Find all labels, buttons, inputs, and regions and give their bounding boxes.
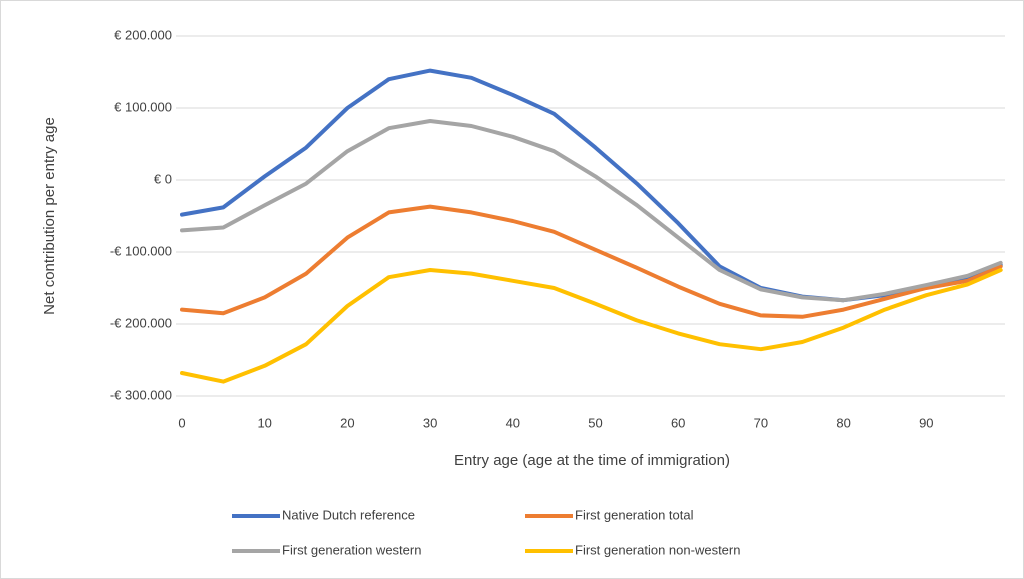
legend-label: First generation total bbox=[575, 507, 694, 522]
x-tick-label: 20 bbox=[340, 415, 354, 430]
y-axis-label: Net contribution per entry age bbox=[41, 117, 58, 315]
legend-label: First generation western bbox=[282, 542, 421, 557]
series-line bbox=[180, 204, 1003, 319]
x-tick-label: 60 bbox=[671, 415, 685, 430]
x-tick-label: 50 bbox=[588, 415, 602, 430]
x-axis-label: Entry age (age at the time of immigratio… bbox=[454, 452, 730, 469]
x-tick-label: 80 bbox=[836, 415, 850, 430]
x-tick-label: 40 bbox=[506, 415, 520, 430]
y-tick-label: -€ 300.000 bbox=[110, 387, 172, 402]
series-line bbox=[180, 119, 1003, 303]
y-tick-label: € 100.000 bbox=[114, 99, 172, 114]
y-tick-label: -€ 100.000 bbox=[110, 243, 172, 258]
y-tick-label: -€ 200.000 bbox=[110, 315, 172, 330]
x-tick-label: 30 bbox=[423, 415, 437, 430]
legend-label: Native Dutch reference bbox=[282, 507, 415, 522]
x-tick-label: 70 bbox=[754, 415, 768, 430]
y-tick-label: € 0 bbox=[154, 171, 172, 186]
legend-label: First generation non-western bbox=[575, 542, 740, 557]
x-tick-label: 0 bbox=[178, 415, 185, 430]
x-tick-label: 10 bbox=[257, 415, 271, 430]
series-line bbox=[180, 268, 1003, 384]
y-tick-label: € 200.000 bbox=[114, 27, 172, 42]
x-tick-label: 90 bbox=[919, 415, 933, 430]
